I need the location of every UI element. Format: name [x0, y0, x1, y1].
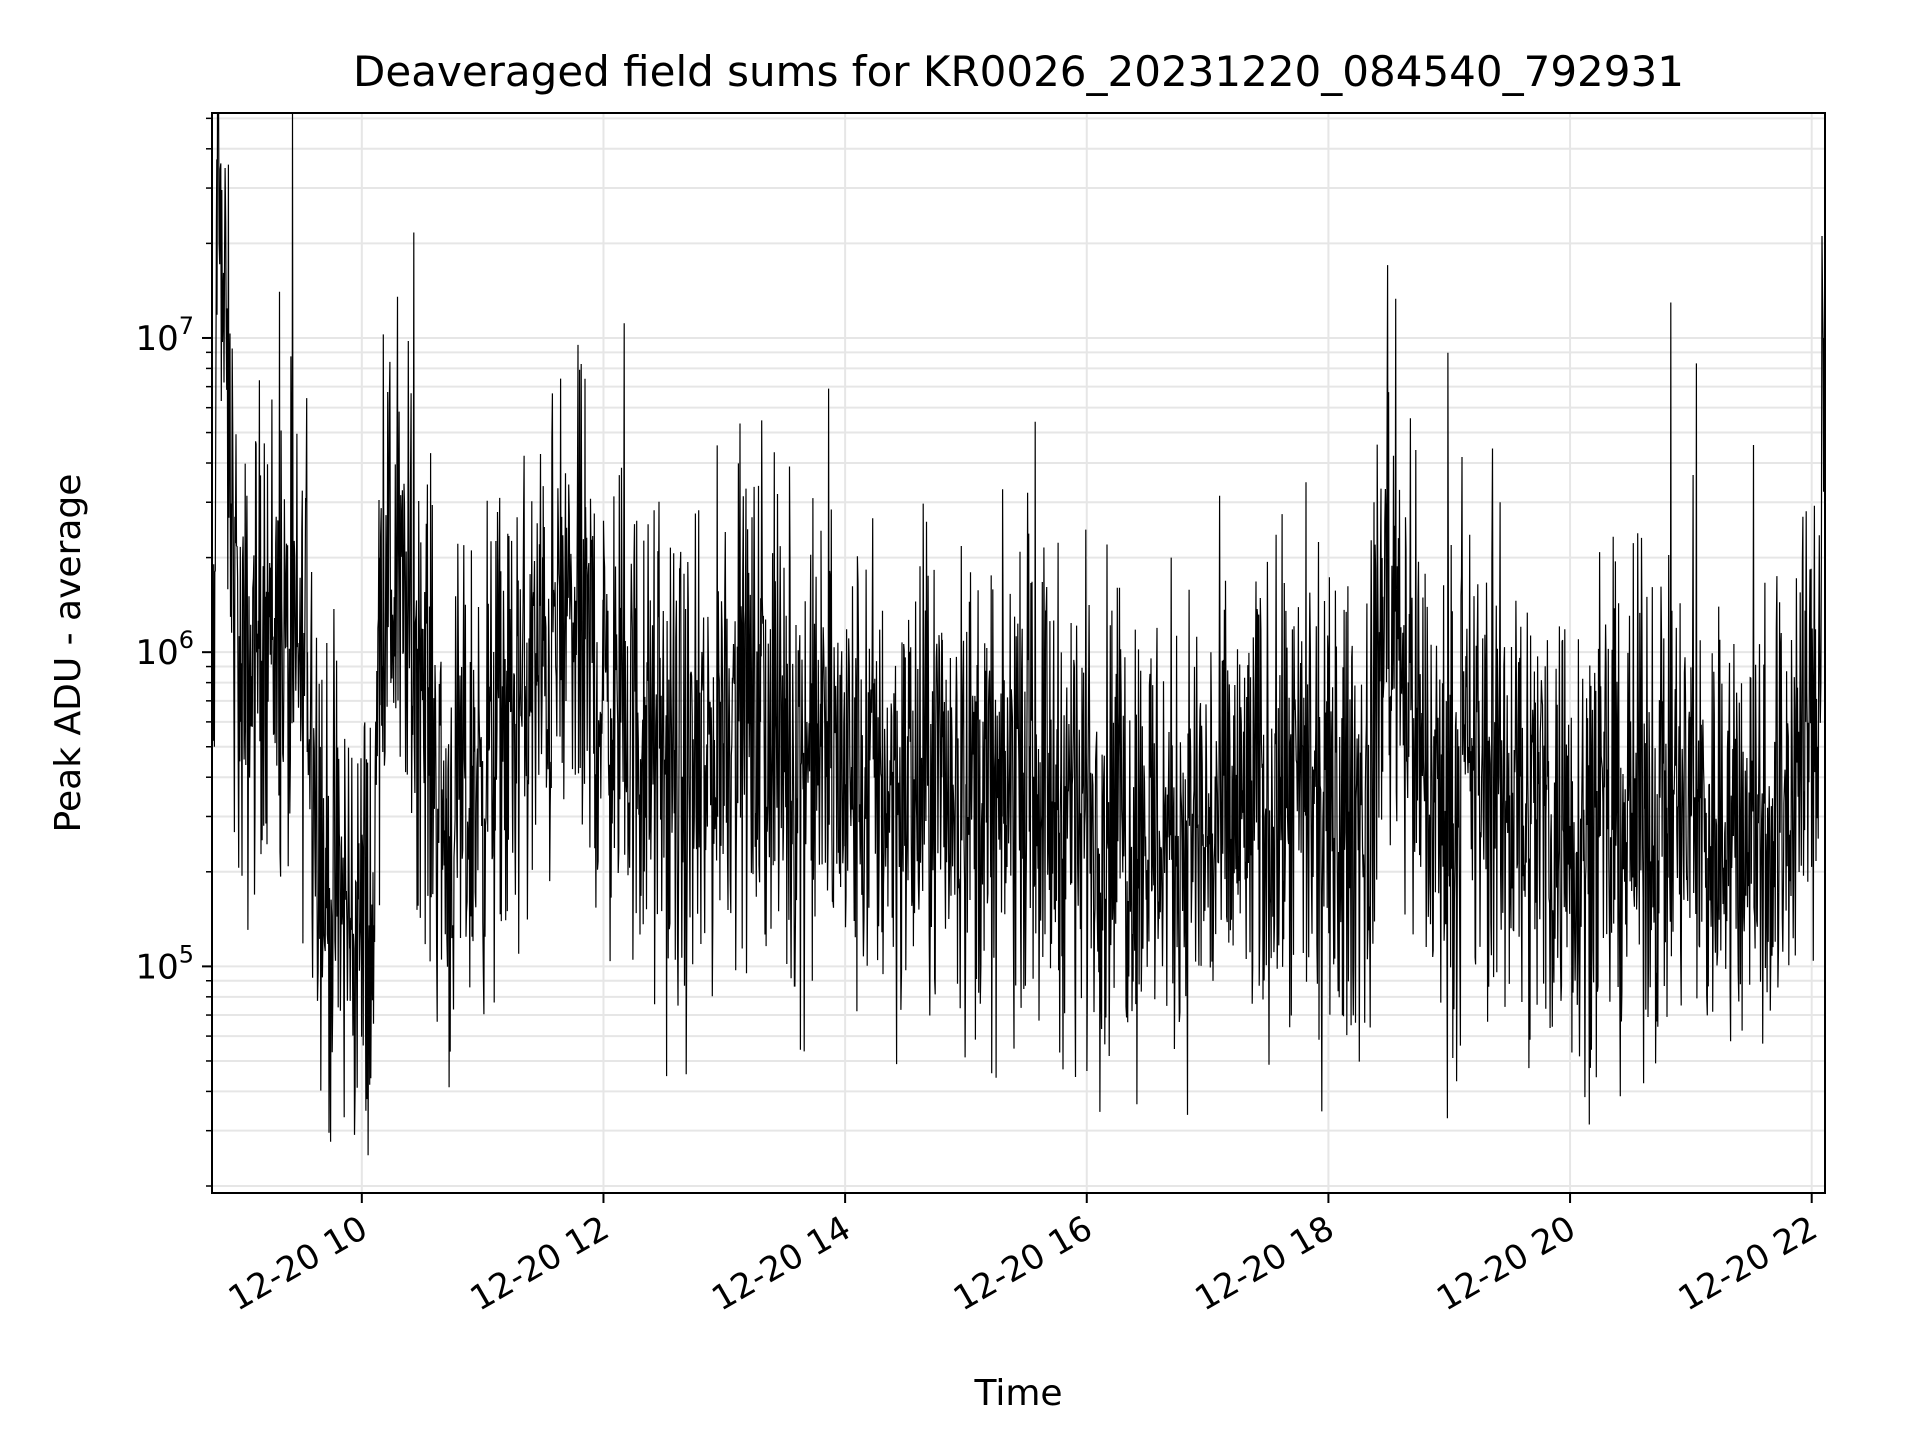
data-point — [1019, 746, 1021, 748]
data-point — [1805, 721, 1807, 723]
data-point — [1086, 807, 1088, 809]
y-axis-label: Peak ADU - average — [48, 474, 89, 833]
data-point — [1509, 794, 1511, 796]
data-point — [240, 721, 242, 723]
data-point — [349, 919, 351, 921]
data-point — [844, 783, 846, 785]
data-point — [699, 802, 701, 804]
data-point — [216, 158, 218, 160]
data-point — [1750, 825, 1752, 827]
y-tick-base: 10 — [135, 947, 178, 987]
data-point — [1424, 794, 1426, 796]
data-layer — [212, 112, 1825, 1156]
data-point — [1569, 825, 1571, 827]
data-point — [1472, 770, 1474, 772]
y-tick-label: 107 — [135, 312, 194, 359]
data-point — [445, 840, 447, 842]
data-point — [1774, 815, 1776, 817]
data-point — [1303, 811, 1305, 813]
data-point — [880, 776, 882, 778]
data-point — [1158, 830, 1160, 832]
data-point — [627, 721, 629, 723]
data-point — [1370, 807, 1372, 809]
data-point — [1690, 815, 1692, 817]
x-axis-label: Time — [973, 1373, 1062, 1414]
data-point — [1666, 807, 1668, 809]
data-point — [965, 783, 967, 785]
data-point — [941, 776, 943, 778]
series-line — [212, 112, 1825, 1156]
y-tick-label: 105 — [135, 940, 194, 987]
data-point — [213, 746, 215, 748]
data-point — [397, 596, 399, 598]
data-point — [1352, 815, 1354, 817]
y-tick-base: 10 — [135, 319, 178, 359]
data-point — [482, 760, 484, 762]
data-point — [542, 666, 544, 668]
y-tick-exponent: 7 — [179, 312, 194, 340]
data-point — [1817, 746, 1819, 748]
data-point — [1188, 825, 1190, 827]
data-point — [1400, 626, 1402, 628]
data-point — [584, 638, 586, 640]
data-point — [288, 682, 290, 684]
data-point — [663, 776, 665, 778]
data-point — [1207, 835, 1209, 837]
data-point — [1545, 815, 1547, 817]
y-tick-exponent: 5 — [179, 940, 194, 968]
data-point — [602, 700, 604, 702]
data-point — [1629, 815, 1631, 817]
chart-title: Deaveraged field sums for KR0026_2023122… — [353, 47, 1684, 96]
y-tick-label: 106 — [135, 626, 194, 673]
data-point — [1726, 830, 1728, 832]
data-point — [1327, 840, 1329, 842]
data-point — [470, 794, 472, 796]
data-point — [1122, 815, 1124, 817]
data-point — [820, 746, 822, 748]
data-point — [1001, 815, 1003, 817]
data-point — [1050, 794, 1052, 796]
data-point — [723, 700, 725, 702]
data-point — [421, 666, 423, 668]
data-point — [760, 721, 762, 723]
data-point — [784, 760, 786, 762]
data-point — [566, 615, 568, 617]
data-point — [1448, 815, 1450, 817]
data-point — [1708, 835, 1710, 837]
data-point — [325, 893, 327, 895]
y-tick-exponent: 6 — [179, 626, 194, 654]
data-point — [373, 941, 375, 943]
data-point — [905, 794, 907, 796]
data-point — [379, 557, 381, 559]
data-point — [306, 651, 308, 653]
data-point — [264, 596, 266, 598]
data-point — [506, 733, 508, 735]
data-point — [1599, 835, 1601, 837]
data-point — [1382, 596, 1384, 598]
data-point — [1243, 815, 1245, 817]
data-point — [1787, 794, 1789, 796]
y-tick-base: 10 — [135, 633, 178, 673]
data-point — [1279, 802, 1281, 804]
